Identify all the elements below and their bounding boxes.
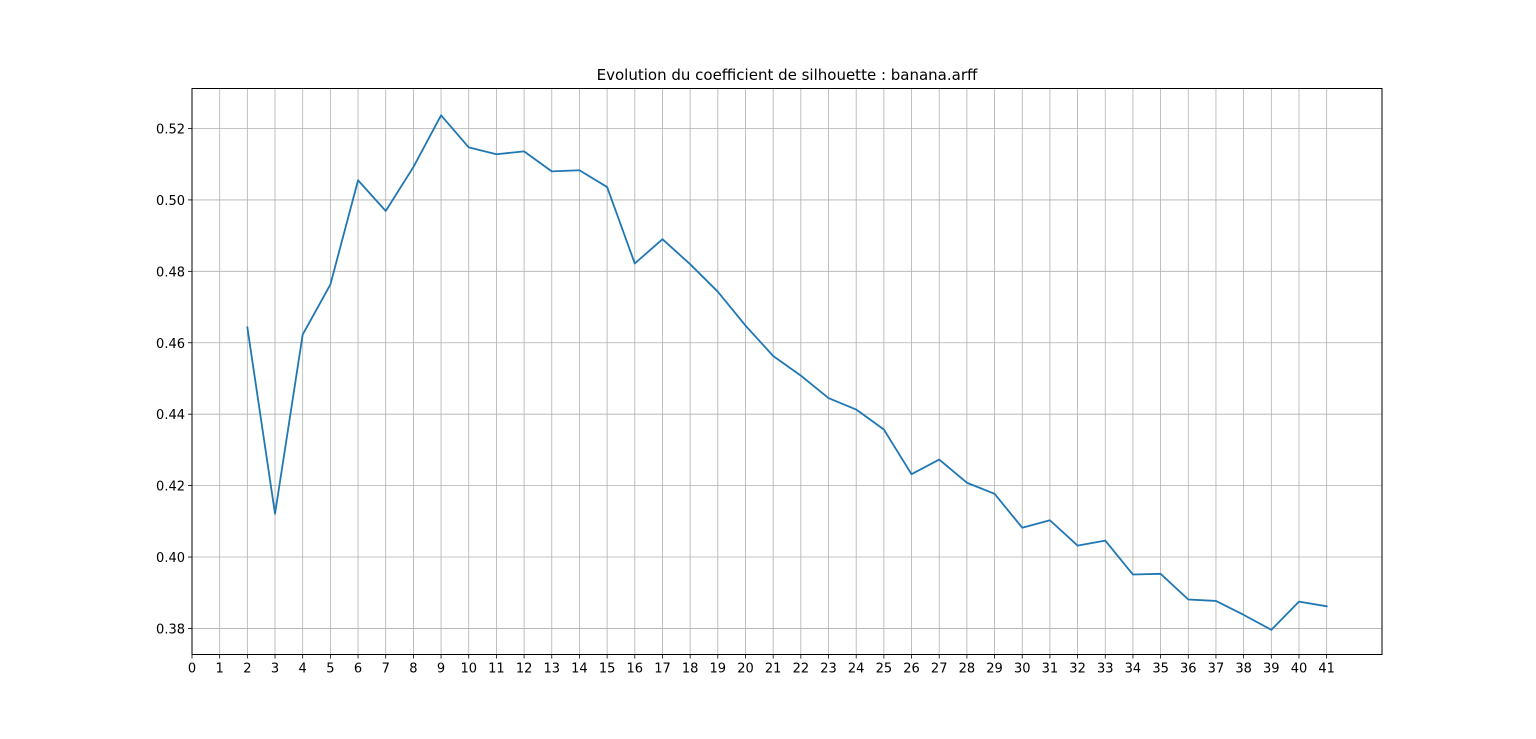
x-tick-label: 25 xyxy=(876,662,893,677)
x-axis: 0 1 2 3 4 5 6 7 8 9 10 11 12 13 14 15 16 17 18 19 20 21 22 23 24… xyxy=(188,654,1335,677)
x-tick-label: 31 xyxy=(1042,662,1059,677)
x-tick-label: 34 xyxy=(1125,662,1142,677)
x-tick-label: 18 xyxy=(682,662,699,677)
x-tick-label: 16 xyxy=(627,662,644,677)
x-tick-label: 8 xyxy=(409,662,417,677)
x-tick-label: 4 xyxy=(299,662,307,677)
x-tick-label: 38 xyxy=(1235,662,1252,677)
x-tick-label: 3 xyxy=(271,662,279,677)
grid-lines xyxy=(191,88,1382,655)
x-tick-label: 29 xyxy=(986,662,1003,677)
x-tick-label: 11 xyxy=(488,662,505,677)
x-tick-label: 2 xyxy=(243,662,251,677)
y-tick-label: 0.42 xyxy=(156,480,185,495)
y-tick-label: 0.38 xyxy=(156,622,185,637)
x-tick-label: 17 xyxy=(654,662,671,677)
x-tick-label: 21 xyxy=(765,662,782,677)
x-tick-label: 35 xyxy=(1152,662,1169,677)
x-tick-label: 41 xyxy=(1318,662,1335,677)
y-tick-label: 0.50 xyxy=(156,194,185,209)
series-lines xyxy=(246,114,1328,631)
x-tick-label: 39 xyxy=(1263,662,1280,677)
y-tick-label: 0.44 xyxy=(156,408,185,423)
y-tick-label: 0.48 xyxy=(156,265,185,280)
x-tick-label: 1 xyxy=(216,662,224,677)
x-tick-label: 22 xyxy=(793,662,810,677)
series-line xyxy=(246,114,1328,631)
x-tick-label: 26 xyxy=(903,662,920,677)
y-tick-label: 0.52 xyxy=(156,122,185,137)
x-tick-label: 24 xyxy=(848,662,865,677)
x-tick-label: 23 xyxy=(820,662,837,677)
x-tick-label: 7 xyxy=(382,662,390,677)
x-tick-label: 5 xyxy=(326,662,334,677)
x-tick-label: 27 xyxy=(931,662,948,677)
y-tick-label: 0.40 xyxy=(156,551,185,566)
x-tick-label: 20 xyxy=(737,662,754,677)
x-tick-label: 13 xyxy=(543,662,560,677)
x-tick-label: 40 xyxy=(1291,662,1308,677)
y-tick-label: 0.46 xyxy=(156,337,185,352)
y-axis: 0.38 0.40 0.42 0.44 0.46 0.48 0.50 0.52 xyxy=(156,122,192,637)
x-tick-label: 32 xyxy=(1069,662,1086,677)
x-tick-label: 28 xyxy=(959,662,976,677)
x-tick-label: 12 xyxy=(516,662,533,677)
x-tick-label: 0 xyxy=(188,662,196,677)
x-tick-label: 14 xyxy=(571,662,588,677)
x-tick-label: 15 xyxy=(599,662,616,677)
x-tick-label: 37 xyxy=(1208,662,1225,677)
x-tick-label: 9 xyxy=(437,662,445,677)
x-tick-label: 6 xyxy=(354,662,362,677)
x-tick-label: 19 xyxy=(710,662,727,677)
chart-title: Evolution du coefficient de silhouette :… xyxy=(597,66,978,84)
x-tick-label: 33 xyxy=(1097,662,1114,677)
plot-area-frame xyxy=(191,88,1383,655)
x-tick-label: 30 xyxy=(1014,662,1031,677)
x-tick-label: 10 xyxy=(460,662,477,677)
x-tick-label: 36 xyxy=(1180,662,1197,677)
